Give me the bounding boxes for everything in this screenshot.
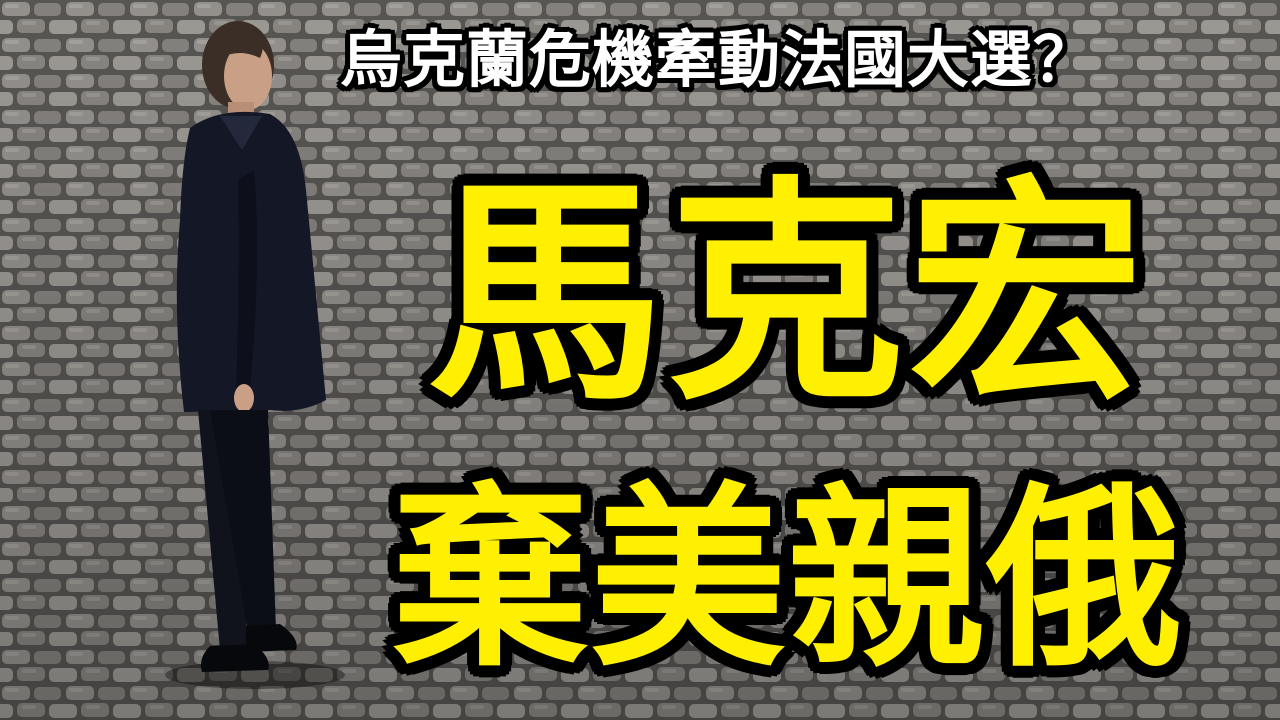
standing-man-silhouette xyxy=(165,21,345,689)
headline-text: 烏克蘭危機牽動法國大選？ xyxy=(340,23,1097,96)
name-title-text: 馬克宏 xyxy=(428,157,1149,432)
slogan-title-text: 棄美親俄 xyxy=(392,466,1185,694)
